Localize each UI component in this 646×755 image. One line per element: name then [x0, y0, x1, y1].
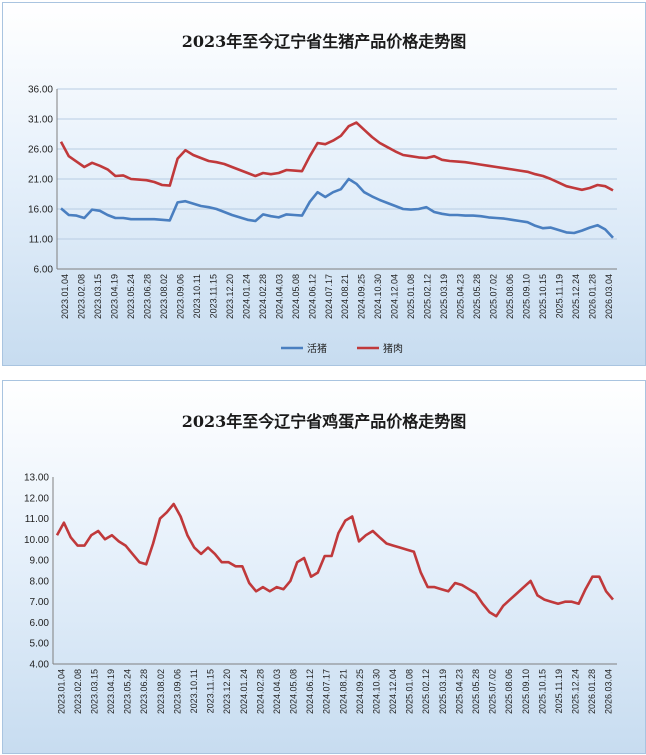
y-tick-label: 10.00	[24, 535, 49, 546]
y-tick-label: 5.00	[30, 639, 50, 650]
x-tick-label: 2023.12.20	[225, 274, 235, 319]
x-tick-label: 2025.08.06	[505, 274, 515, 319]
x-tick-label: 2025.07.02	[488, 274, 498, 319]
y-tick-label: 16.00	[28, 205, 53, 216]
y-tick-label: 12.00	[24, 493, 49, 504]
y-tick-label: 11.00	[25, 514, 50, 525]
x-tick-label: 2024.07.17	[324, 274, 334, 319]
pork-chart-panel: 2023年至今辽宁省生猪产品价格走势图 6.00 11.00 16.00 21.00 2…	[2, 2, 646, 366]
x-tick-label: 2025.01.08	[405, 669, 415, 714]
x-tick-label: 2025.12.24	[571, 669, 581, 714]
x-tick-label: 2023.11.15	[206, 669, 216, 713]
x-tick-label: 2024.12.04	[390, 274, 400, 319]
x-tick-label: 2024.02.28	[255, 669, 265, 714]
legend-label: 活猪	[307, 343, 327, 355]
x-tick-label: 2023.02.08	[77, 274, 87, 319]
x-tick-label: 2023.05.24	[126, 274, 136, 319]
x-tick-label: 2025.05.28	[472, 274, 482, 319]
x-tick-label: 2023.09.06	[172, 669, 182, 714]
x-tick-label: 2023.09.06	[176, 274, 186, 319]
y-tick-label: 13.00	[24, 473, 49, 484]
x-tick-label: 2024.05.08	[291, 274, 301, 319]
x-tick-label: 2026.01.28	[587, 669, 597, 714]
x-tick-label: 2025.03.19	[438, 669, 448, 714]
y-tick-label: 31.00	[28, 115, 53, 126]
x-tick-label: 2025.07.02	[488, 669, 498, 714]
series-line-0	[60, 177, 614, 239]
y-tick-label: 7.00	[30, 597, 50, 608]
x-tick-label: 2023.10.11	[189, 669, 199, 713]
x-tick-label: 2025.10.15	[537, 669, 547, 714]
x-tick-label: 2023.04.19	[106, 669, 116, 714]
legend-label: 猪肉	[383, 342, 403, 355]
x-tick-label: 2025.02.12	[421, 669, 431, 714]
x-tick-label: 2024.01.24	[239, 669, 249, 714]
x-tick-label: 2023.01.04	[56, 669, 66, 714]
x-tick-label: 2025.11.19	[554, 669, 564, 713]
x-tick-label: 2025.12.24	[571, 274, 581, 319]
x-tick-label: 2024.02.28	[258, 274, 268, 319]
pork-price-chart: 2023年至今辽宁省生猪产品价格走势图 6.00 11.00 16.00 21.00 2…	[28, 32, 617, 355]
series-line-0	[55, 502, 614, 618]
y-tick-label: 8.00	[30, 576, 50, 587]
x-tick-label: 2023.04.19	[110, 274, 120, 319]
x-tick-label: 2025.09.10	[521, 669, 531, 714]
series-line-1	[59, 121, 614, 192]
x-tick-label: 2024.08.21	[338, 669, 348, 714]
x-tick-label: 2024.10.30	[373, 274, 383, 319]
x-tick-label: 2026.03.04	[604, 274, 614, 319]
y-tick-label: 21.00	[28, 175, 53, 186]
x-tick-label: 2024.12.04	[388, 669, 398, 714]
x-tick-label: 2023.11.15	[208, 274, 218, 318]
x-tick-label: 2025.04.23	[454, 669, 464, 714]
chart-title: 2023年至今辽宁省生猪产品价格走势图	[182, 32, 467, 51]
x-tick-label: 2025.01.08	[406, 274, 416, 319]
y-tick-label: 4.00	[30, 660, 50, 671]
x-tick-label: 2023.03.15	[93, 274, 103, 319]
x-tick-label: 2024.06.12	[305, 669, 315, 714]
x-tick-label: 2026.01.28	[587, 274, 597, 319]
x-tick-label: 2024.01.24	[241, 274, 251, 319]
x-tick-label: 2024.10.30	[371, 669, 381, 714]
x-tick-label: 2023.01.04	[60, 274, 70, 319]
x-tick-label: 2023.02.08	[73, 669, 83, 714]
x-tick-label: 2024.09.25	[357, 274, 367, 319]
x-tick-label: 2025.02.12	[423, 274, 433, 319]
x-tick-label: 2024.05.08	[289, 669, 299, 714]
x-tick-label: 2023.12.20	[222, 669, 232, 714]
x-tick-label: 2025.11.19	[554, 274, 564, 318]
chart-title: 2023年至今辽宁省鸡蛋产品价格走势图	[182, 412, 467, 431]
x-tick-label: 2025.08.06	[504, 669, 514, 714]
x-tick-label: 2023.05.24	[123, 669, 133, 714]
x-tick-label: 2024.04.03	[272, 669, 282, 714]
x-tick-label: 2025.04.23	[456, 274, 466, 319]
x-tick-label: 2024.08.21	[340, 274, 350, 319]
y-tick-label: 11.00	[29, 235, 54, 246]
x-tick-label: 2023.06.28	[139, 669, 149, 714]
y-tick-label: 6.00	[34, 265, 54, 276]
x-tick-label: 2023.08.02	[156, 669, 166, 714]
y-tick-label: 26.00	[28, 145, 53, 156]
x-tick-label: 2024.07.17	[322, 669, 332, 714]
x-tick-label: 2025.10.15	[538, 274, 548, 319]
x-tick-label: 2023.03.15	[89, 669, 99, 714]
x-tick-label: 2025.05.28	[471, 669, 481, 714]
x-tick-label: 2024.09.25	[355, 669, 365, 714]
x-tick-label: 2023.10.11	[192, 274, 202, 318]
x-tick-label: 2024.06.12	[307, 274, 317, 319]
x-tick-label: 2026.03.04	[604, 669, 614, 714]
x-tick-label: 2025.03.19	[439, 274, 449, 319]
x-tick-label: 2023.08.02	[159, 274, 169, 319]
egg-chart-panel: 2023年至今辽宁省鸡蛋产品价格走势图 4.00 5.00 6.00 7.00 8.00…	[2, 380, 646, 754]
y-tick-label: 9.00	[30, 556, 50, 567]
x-tick-label: 2023.06.28	[143, 274, 153, 319]
y-tick-label: 36.00	[28, 85, 53, 96]
egg-price-chart: 2023年至今辽宁省鸡蛋产品价格走势图 4.00 5.00 6.00 7.00 8.00…	[24, 412, 617, 714]
y-tick-label: 6.00	[30, 618, 50, 629]
x-tick-label: 2024.04.03	[274, 274, 284, 319]
x-tick-label: 2025.09.10	[521, 274, 531, 319]
